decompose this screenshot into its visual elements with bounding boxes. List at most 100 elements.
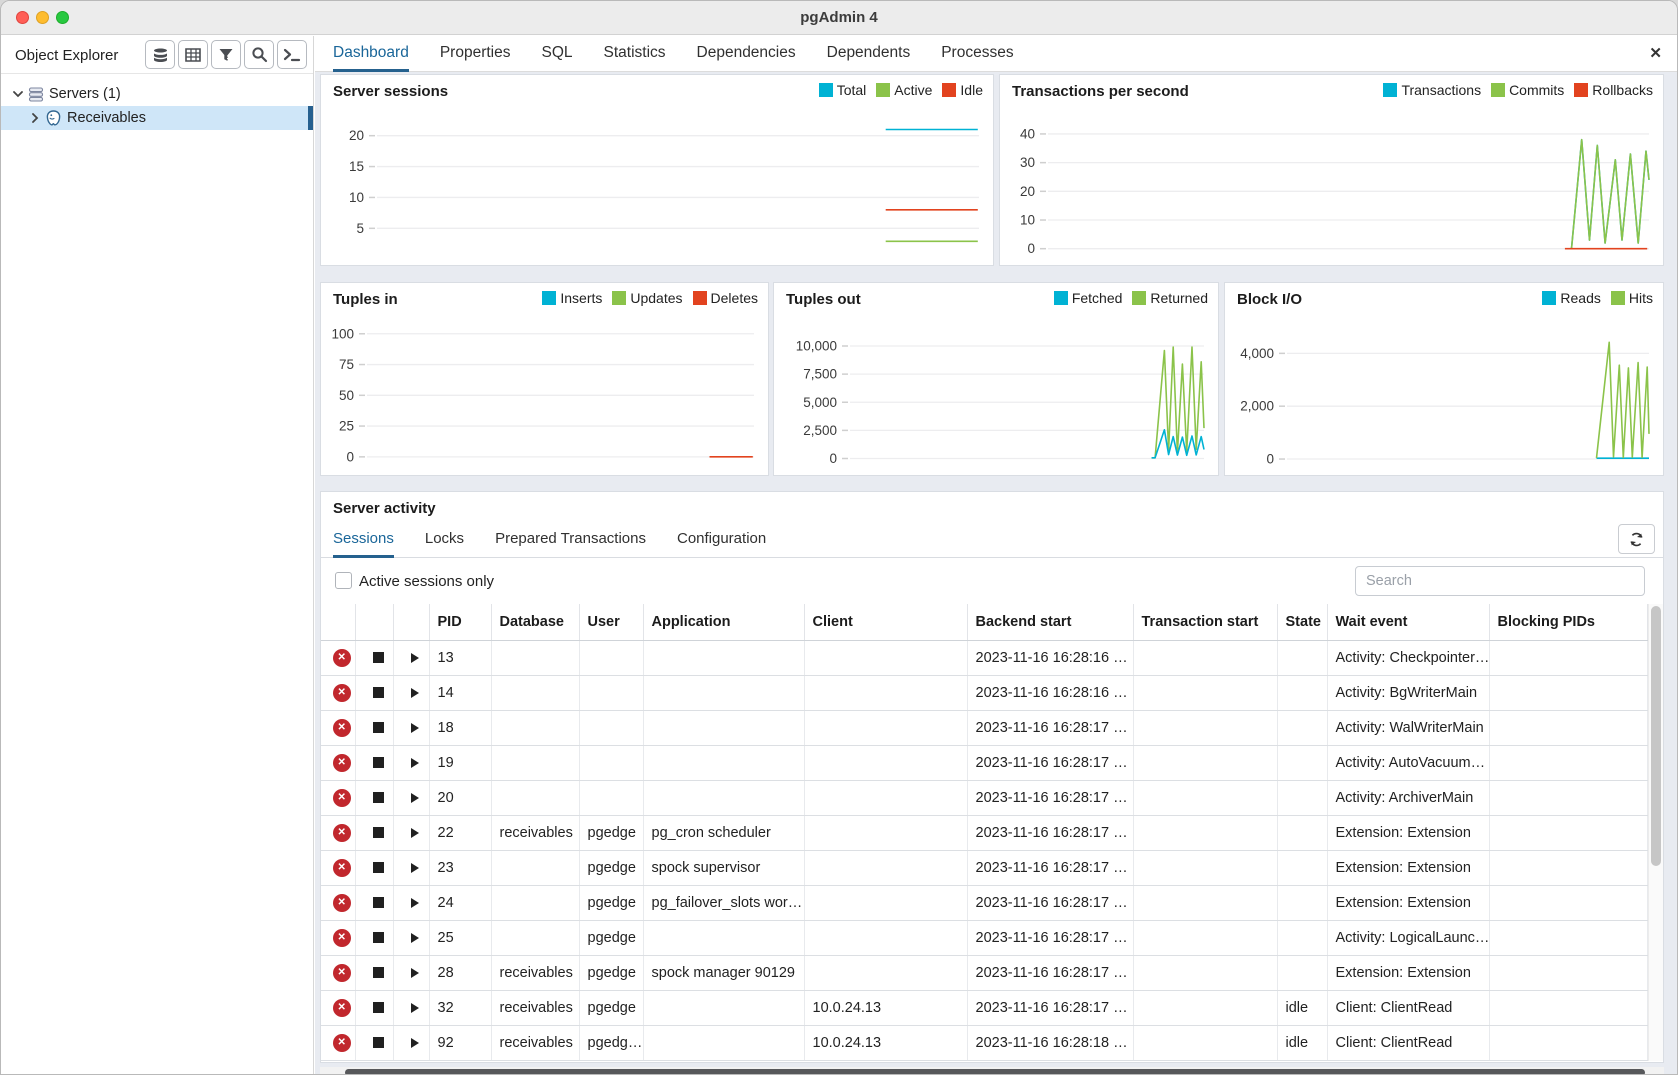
session-details-button[interactable] [411, 862, 419, 873]
session-details-button[interactable] [411, 757, 419, 768]
cell-client [804, 675, 968, 711]
terminate-session-button[interactable]: ✕ [332, 963, 351, 982]
tab-sql[interactable]: SQL [541, 43, 573, 61]
cell-pid: 14 [429, 675, 492, 711]
horizontal-scrollbar[interactable] [345, 1068, 1645, 1074]
close-window-icon[interactable] [16, 11, 29, 24]
filter-button[interactable] [211, 40, 241, 69]
terminate-session-button[interactable]: ✕ [332, 788, 351, 807]
tab-dependencies[interactable]: Dependencies [696, 43, 796, 61]
session-details-button[interactable] [411, 827, 419, 838]
grid-view-button[interactable] [178, 40, 208, 69]
svg-text:4,000: 4,000 [1240, 346, 1274, 361]
terminate-session-button[interactable]: ✕ [332, 683, 351, 702]
terminate-session-button[interactable]: ✕ [332, 648, 351, 667]
cancel-query-button[interactable] [372, 757, 384, 769]
chevron-right-icon[interactable] [28, 113, 42, 123]
cell-application: pg_failover_slots wor… [643, 885, 805, 921]
legend-swatch [1132, 291, 1147, 305]
terminate-session-button[interactable]: ✕ [332, 998, 351, 1017]
session-details-button[interactable] [411, 1002, 419, 1013]
session-details-button[interactable] [411, 967, 419, 978]
terminate-session-button[interactable]: ✕ [332, 893, 351, 912]
search-input[interactable] [1355, 566, 1645, 596]
legend-item-idle: Idle [942, 82, 983, 98]
cell-blocking_pids [1489, 990, 1648, 1026]
cell-client [804, 885, 968, 921]
legend-item-transactions: Transactions [1383, 82, 1481, 98]
cell-user: pgedge [579, 920, 644, 956]
terminate-session-button[interactable]: ✕ [332, 718, 351, 737]
svg-text:20: 20 [1020, 184, 1035, 199]
session-details-button[interactable] [411, 897, 419, 908]
cell-transaction_start [1133, 885, 1278, 921]
cancel-query-button[interactable] [372, 722, 384, 734]
tree-item-receivables[interactable]: Receivables [1, 106, 313, 130]
terminate-session-button[interactable]: ✕ [332, 823, 351, 842]
activity-tab-configuration[interactable]: Configuration [676, 529, 767, 547]
chart-plot: 20 15 10 5 [349, 128, 979, 243]
tuples-out-chart-panel: Tuples out Fetched Returned 10,000 7,500 5,00… [773, 282, 1219, 476]
cell-user [579, 745, 644, 781]
cancel-query-button[interactable] [372, 827, 384, 839]
cell-transaction_start [1133, 710, 1278, 746]
close-panel-icon[interactable]: ✕ [1649, 45, 1662, 62]
session-details-button[interactable] [411, 1037, 419, 1048]
cell-state: idle [1277, 1025, 1328, 1061]
cancel-query-button[interactable] [372, 792, 384, 804]
session-details-button[interactable] [411, 722, 419, 733]
tree-item-servers[interactable]: Servers (1) [1, 82, 313, 106]
chart-legend: Transactions Commits Rollbacks [1383, 82, 1653, 98]
search-button[interactable] [244, 40, 274, 69]
activity-tab-prepared-transactions[interactable]: Prepared Transactions [495, 529, 646, 547]
cancel-query-button[interactable] [372, 967, 384, 979]
tab-processes[interactable]: Processes [941, 43, 1014, 61]
server-type-button[interactable] [145, 40, 175, 69]
activity-tab-sessions[interactable]: Sessions [333, 521, 394, 558]
cancel-query-button[interactable] [372, 1037, 384, 1049]
tab-dashboard[interactable]: Dashboard [333, 36, 409, 72]
tab-dependents[interactable]: Dependents [826, 43, 911, 61]
legend-item-returned: Returned [1132, 290, 1208, 306]
cancel-query-button[interactable] [372, 687, 384, 699]
legend-swatch [1610, 291, 1625, 305]
cell-backend_start: 2023-11-16 16:28:16 … [967, 640, 1134, 676]
terminate-session-button[interactable]: ✕ [332, 1033, 351, 1052]
active-sessions-checkbox[interactable] [335, 572, 352, 589]
search-icon [251, 47, 267, 63]
cell-application [643, 920, 805, 956]
table-row: ✕ 19 2023-11-16 16:28:17 … Activity: AutoVa… [321, 745, 1648, 781]
chart-title: Block I/O [1237, 291, 1303, 308]
svg-text:10: 10 [349, 190, 364, 205]
terminate-session-button[interactable]: ✕ [332, 928, 351, 947]
window-title: pgAdmin 4 [800, 9, 878, 26]
cell-transaction_start [1133, 780, 1278, 816]
table-row: ✕ 20 2023-11-16 16:28:17 … Activity: Archiv… [321, 780, 1648, 816]
terminate-session-button[interactable]: ✕ [332, 753, 351, 772]
table-vertical-scrollbar[interactable] [1648, 604, 1663, 1061]
cancel-query-button[interactable] [372, 1002, 384, 1014]
session-details-button[interactable] [411, 792, 419, 803]
cell-application [643, 1025, 805, 1061]
minimize-window-icon[interactable] [36, 11, 49, 24]
psql-tool-button[interactable] [277, 40, 307, 69]
chart-legend: Total Active Idle [818, 82, 983, 98]
cell-blocking_pids [1489, 710, 1648, 746]
session-details-button[interactable] [411, 652, 419, 663]
chevron-down-icon[interactable] [11, 90, 25, 98]
tab-statistics[interactable]: Statistics [603, 43, 666, 61]
cancel-query-button[interactable] [372, 862, 384, 874]
tab-properties[interactable]: Properties [439, 43, 511, 61]
cancel-query-button[interactable] [372, 932, 384, 944]
cancel-query-button[interactable] [372, 897, 384, 909]
refresh-button[interactable] [1618, 524, 1655, 554]
cancel-query-button[interactable] [372, 652, 384, 664]
cell-application [643, 780, 805, 816]
activity-tab-locks[interactable]: Locks [424, 529, 465, 547]
terminate-session-button[interactable]: ✕ [332, 858, 351, 877]
zoom-window-icon[interactable] [56, 11, 69, 24]
chart-legend: Fetched Returned [1053, 290, 1208, 306]
session-details-button[interactable] [411, 687, 419, 698]
cell-database: receivables [491, 990, 580, 1026]
session-details-button[interactable] [411, 932, 419, 943]
